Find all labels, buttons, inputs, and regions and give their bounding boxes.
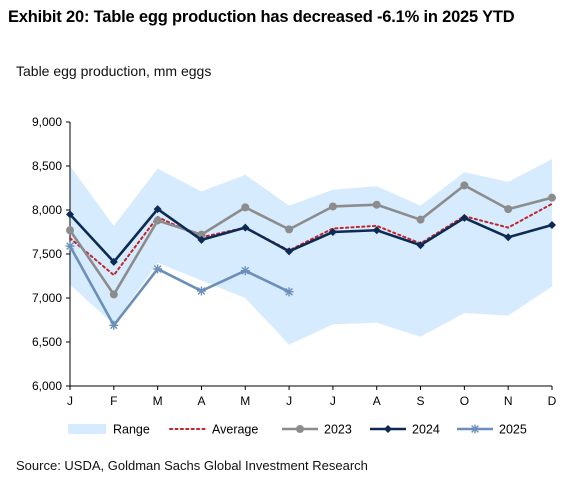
chart-subtitle: Table egg production, mm eggs [16, 63, 212, 79]
legend-marker-2023 [296, 425, 304, 433]
point-2025 [196, 286, 206, 296]
point-2025 [284, 287, 294, 297]
legend-label-2023: 2023 [324, 423, 352, 437]
point-2023 [548, 193, 556, 202]
x-tick-label: S [417, 394, 425, 408]
point-2025 [240, 266, 250, 276]
y-tick-label: 8,000 [32, 203, 62, 217]
y-tick-label: 8,500 [32, 159, 62, 173]
point-2023 [153, 216, 162, 225]
point-2025 [109, 320, 119, 330]
legend-label-average: Average [212, 423, 258, 437]
point-2024 [548, 220, 556, 229]
legend-marker-2024 [384, 425, 392, 433]
y-tick-label: 7,500 [32, 247, 62, 261]
point-2023 [109, 290, 118, 299]
series-line-2025 [68, 245, 290, 327]
x-tick-label: N [504, 394, 513, 408]
point-2024 [328, 228, 337, 236]
point-2023 [66, 226, 74, 235]
legend-marker-2025 [470, 424, 480, 434]
point-2024 [109, 257, 118, 266]
y-tick-label: 9,000 [32, 115, 62, 129]
range-band [70, 158, 552, 345]
legend-swatch-range [68, 424, 106, 434]
x-tick-label: D [548, 394, 557, 408]
legend-label-2025: 2025 [499, 423, 527, 437]
point-2024 [197, 235, 206, 244]
point-2023 [285, 225, 294, 234]
point-2024 [372, 226, 381, 235]
page-title: Exhibit 20: Table egg production has dec… [8, 8, 515, 26]
y-tick-label: 6,000 [32, 379, 62, 393]
point-2024 [504, 233, 513, 242]
point-2023 [416, 215, 425, 224]
point-2024 [66, 210, 74, 219]
point-2024 [241, 223, 250, 232]
x-tick-label: F [110, 394, 117, 408]
point-2023 [460, 181, 469, 190]
point-2024 [153, 205, 162, 214]
y-tick-label: 7,000 [32, 291, 62, 305]
series-line-2023 [68, 184, 553, 296]
x-tick-label: A [197, 394, 205, 408]
point-2023 [328, 202, 337, 211]
point-2024 [416, 241, 425, 250]
legend-label-2024: 2024 [412, 423, 440, 437]
point-2024 [285, 247, 294, 256]
legend-label-range: Range [113, 423, 150, 437]
source-note: Source: USDA, Goldman Sachs Global Inves… [16, 458, 368, 473]
series-line-2024 [69, 207, 553, 264]
x-tick-label: M [153, 394, 163, 408]
point-2024 [460, 213, 469, 222]
point-2023 [504, 205, 513, 214]
x-tick-label: M [240, 394, 250, 408]
point-2023 [372, 200, 381, 209]
point-2025 [153, 264, 163, 274]
y-tick-label: 6,500 [32, 335, 62, 349]
x-tick-label: A [373, 394, 381, 408]
x-tick-label: J [330, 394, 336, 408]
point-2025 [65, 241, 75, 251]
x-tick-label: J [286, 394, 292, 408]
x-tick-label: J [67, 394, 73, 408]
series-line-average [69, 202, 553, 277]
x-tick-label: O [460, 394, 469, 408]
point-2023 [197, 230, 206, 239]
point-2023 [241, 203, 250, 212]
